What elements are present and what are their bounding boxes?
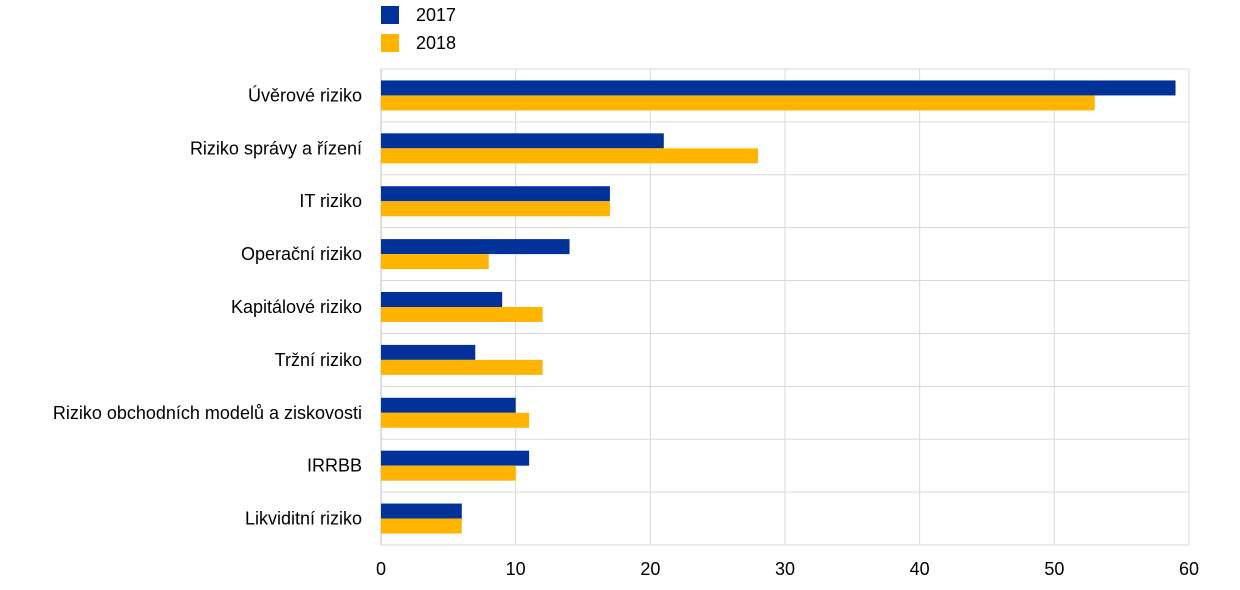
category-label: Úvěrové riziko [248, 84, 362, 105]
bar-2017 [381, 503, 462, 519]
category-label: IT riziko [299, 191, 362, 211]
legend-swatch-2017 [381, 6, 399, 24]
category-labels: Úvěrové riziko Riziko správy a řízení IT r… [53, 84, 362, 528]
bar-2017 [381, 450, 530, 466]
bar-2018 [381, 412, 530, 428]
bar-2018 [381, 254, 489, 270]
x-tick-label: 10 [506, 559, 526, 579]
x-tick-label: 50 [1044, 559, 1064, 579]
x-tick-label: 40 [910, 559, 930, 579]
bars [381, 80, 1176, 534]
bar-2018 [381, 148, 759, 164]
legend-label-2017: 2017 [416, 5, 456, 25]
legend-swatch-2018 [381, 34, 399, 52]
bar-2017 [381, 292, 503, 307]
x-tick-label: 30 [775, 559, 795, 579]
category-label: Kapitálové riziko [231, 297, 362, 317]
bar-2018 [381, 465, 516, 481]
bar-2017 [381, 239, 570, 255]
bar-2018 [381, 307, 543, 322]
category-label: Likviditní riziko [245, 509, 362, 529]
category-label: IRRBB [307, 456, 362, 476]
bar-2018 [381, 359, 543, 375]
bar-2017 [381, 186, 610, 202]
x-tick-label: 20 [640, 559, 660, 579]
legend: 2017 2018 [381, 5, 456, 53]
category-label: Operační riziko [241, 244, 362, 264]
x-tick-label: 60 [1179, 559, 1199, 579]
category-label: Tržní riziko [275, 350, 362, 370]
x-tick-labels: 0 10 20 30 40 50 60 [376, 559, 1199, 579]
bar-2018 [381, 518, 462, 534]
category-label: Riziko obchodních modelů a ziskovosti [53, 403, 362, 423]
legend-label-2018: 2018 [416, 33, 456, 53]
bar-2017 [381, 344, 476, 360]
bar-2017 [381, 80, 1176, 96]
bar-2018 [381, 95, 1095, 111]
bar-2018 [381, 201, 610, 217]
bar-2017 [381, 397, 516, 413]
bar-2017 [381, 133, 664, 149]
x-tick-label: 0 [376, 559, 386, 579]
category-label: Riziko správy a řízení [190, 138, 362, 158]
